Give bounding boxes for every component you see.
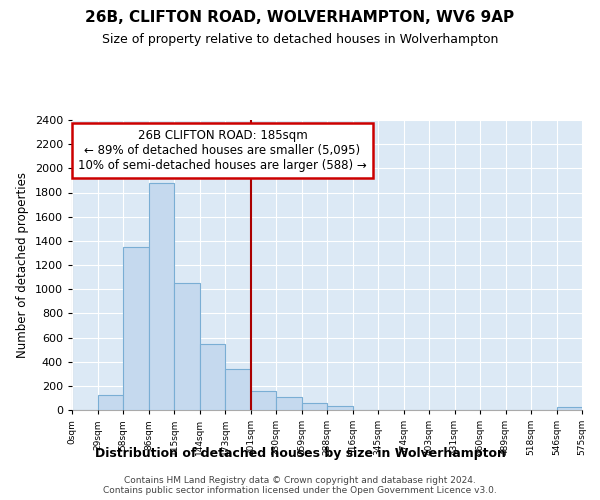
Text: 26B CLIFTON ROAD: 185sqm
← 89% of detached houses are smaller (5,095)
10% of sem: 26B CLIFTON ROAD: 185sqm ← 89% of detach…	[78, 128, 367, 172]
Bar	[149, 183, 174, 410]
Bar	[97, 395, 123, 410]
Text: Contains public sector information licensed under the Open Government Licence v3: Contains public sector information licen…	[103, 486, 497, 495]
Text: Size of property relative to detached houses in Wolverhampton: Size of property relative to detached ho…	[102, 32, 498, 46]
Bar	[251, 390, 276, 410]
Text: 26B, CLIFTON ROAD, WOLVERHAMPTON, WV6 9AP: 26B, CLIFTON ROAD, WOLVERHAMPTON, WV6 9A…	[85, 10, 515, 25]
Bar	[302, 403, 327, 410]
Text: Contains HM Land Registry data © Crown copyright and database right 2024.: Contains HM Land Registry data © Crown c…	[124, 476, 476, 485]
Bar	[199, 344, 225, 410]
Bar	[276, 398, 302, 410]
Bar	[174, 283, 199, 410]
Bar	[123, 247, 149, 410]
Bar	[327, 406, 353, 410]
Bar	[557, 407, 582, 410]
Y-axis label: Number of detached properties: Number of detached properties	[16, 172, 29, 358]
Bar	[225, 369, 251, 410]
Text: Distribution of detached houses by size in Wolverhampton: Distribution of detached houses by size …	[95, 448, 505, 460]
